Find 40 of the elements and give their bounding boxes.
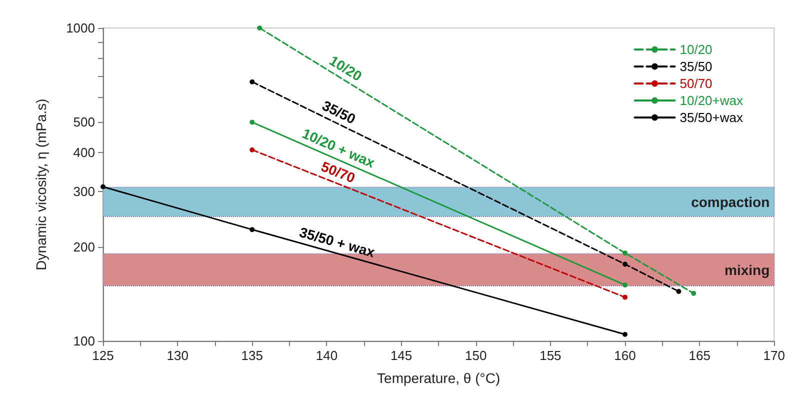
- point: [691, 290, 696, 296]
- x-tick-label: 170: [763, 348, 786, 363]
- y-tick-label: 100: [73, 334, 95, 348]
- point: [257, 26, 262, 30]
- point: [250, 79, 255, 84]
- point: [622, 250, 628, 256]
- band-label: mixing: [724, 262, 770, 278]
- x-tick-label: 145: [390, 348, 412, 363]
- point: [676, 288, 682, 294]
- legend-label: 10/20+wax: [680, 93, 744, 108]
- x-tick-label: 135: [241, 348, 263, 363]
- x-tick-label: 155: [540, 348, 562, 363]
- x-tick-label: 140: [316, 348, 338, 363]
- legend-label: 50/70: [680, 76, 712, 91]
- x-tick-label: 165: [688, 348, 710, 363]
- point: [622, 294, 628, 300]
- x-axis-title: Temperature, θ (°C): [377, 370, 500, 386]
- point: [250, 120, 255, 125]
- band-label: compaction: [691, 194, 770, 210]
- x-tick-label: 130: [166, 348, 188, 363]
- x-tick-label: 150: [465, 348, 487, 363]
- y-tick-label: 200: [73, 239, 95, 254]
- y-axis-title: Dynamic vicosity, η (mPa.s): [33, 98, 49, 270]
- y-tick-label: 400: [73, 145, 95, 160]
- x-tick-label: 160: [614, 348, 636, 363]
- point: [250, 147, 255, 152]
- legend-label: 35/50+wax: [680, 110, 744, 125]
- y-tick-label: 1000: [66, 20, 95, 36]
- x-tick-label: 125: [92, 348, 114, 363]
- point: [250, 227, 255, 232]
- y-tick-label: 300: [73, 184, 95, 200]
- y-tick-label: 500: [73, 114, 95, 130]
- annotation: 35/50: [320, 97, 358, 128]
- point: [100, 184, 106, 190]
- point: [622, 262, 628, 267]
- legend-label: 10/20: [680, 42, 712, 57]
- point: [622, 332, 628, 337]
- legend-label: 35/50: [680, 59, 712, 74]
- point: [622, 282, 628, 288]
- annotation: 35/50 + wax: [298, 224, 377, 260]
